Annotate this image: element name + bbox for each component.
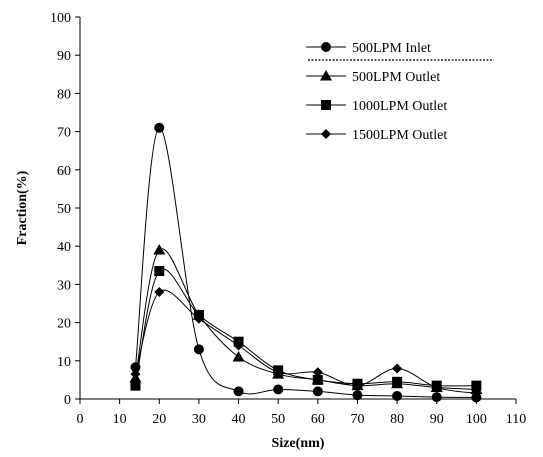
data-point: [392, 363, 403, 374]
data-point: [431, 392, 442, 403]
x-axis-title: Size(nm): [272, 436, 325, 451]
data-point: [431, 382, 442, 393]
legend-label: 500LPM Outlet: [352, 70, 440, 85]
x-tick-label: 0: [77, 412, 84, 427]
y-tick-label: 90: [57, 49, 71, 64]
legend-item: 500LPM Inlet: [306, 41, 431, 56]
data-point: [471, 380, 482, 391]
data-point: [392, 390, 403, 401]
data-point: [130, 380, 141, 391]
y-tick-label: 40: [57, 240, 71, 255]
legend-item: 1500LPM Outlet: [306, 128, 447, 143]
y-tick-label: 0: [64, 393, 71, 408]
data-point: [392, 376, 403, 387]
data-point: [154, 287, 165, 298]
x-tick-label: 30: [192, 412, 206, 427]
legend-item: 500LPM Outlet: [306, 70, 440, 85]
y-tick-label: 20: [57, 317, 71, 332]
data-point: [232, 350, 245, 362]
x-tick-label: 60: [311, 412, 325, 427]
data-point: [312, 374, 323, 385]
y-tick-label: 100: [50, 11, 71, 26]
data-point: [312, 386, 323, 397]
legend-label: 500LPM Inlet: [352, 41, 431, 56]
x-tick-label: 80: [390, 412, 404, 427]
y-axis-title: Fraction(%): [15, 170, 30, 245]
data-point: [273, 384, 284, 395]
x-tick-label: 20: [152, 412, 166, 427]
y-tick-label: 10: [57, 355, 71, 370]
legend-marker: [321, 100, 331, 110]
x-tick-label: 50: [271, 412, 285, 427]
x-tick-label: 100: [466, 412, 487, 427]
x-tick-label: 110: [506, 412, 526, 427]
data-point: [273, 367, 284, 378]
data-point: [153, 244, 166, 255]
y-tick-label: 50: [57, 202, 71, 217]
legend-item: 1000LPM Outlet: [306, 99, 447, 114]
series-layer: [129, 122, 483, 403]
series-diamond: [130, 287, 482, 399]
data-point: [193, 313, 204, 324]
data-point: [193, 344, 204, 355]
series-line: [134, 248, 477, 390]
legend-label: 1500LPM Outlet: [352, 128, 447, 143]
x-tick-label: 10: [113, 412, 127, 427]
data-point: [471, 388, 482, 399]
y-tick-label: 30: [57, 278, 71, 293]
data-point: [352, 380, 363, 391]
data-point: [352, 390, 363, 401]
legend-marker: [321, 129, 331, 139]
legend: 500LPM Inlet 500LPM Outlet 1000LPM Outlet 1…: [306, 41, 494, 143]
data-point: [312, 367, 323, 378]
series-circle: [130, 122, 482, 403]
y-tick-label: 60: [57, 164, 71, 179]
x-tick-label: 40: [232, 412, 246, 427]
y-tick-label: 80: [57, 87, 71, 102]
x-tick-label: 70: [350, 412, 364, 427]
legend-marker: [321, 42, 331, 52]
series-line: [135, 268, 477, 387]
y-tick-label: 70: [57, 126, 71, 141]
data-point: [233, 386, 244, 397]
series-line: [135, 289, 477, 394]
data-point: [130, 369, 141, 380]
series-line: [134, 127, 477, 398]
series-triangle: [129, 244, 483, 394]
axes: 0 10 20 30 40 50 60 70 80 90 100 0 10 20 30 40 50 60 70 80 9…: [50, 11, 526, 427]
legend-label: 1000LPM Outlet: [352, 99, 447, 114]
data-point: [154, 122, 165, 133]
data-point: [233, 340, 244, 351]
data-point: [154, 266, 165, 277]
x-tick-label: 90: [430, 412, 444, 427]
legend-marker: [320, 70, 332, 81]
